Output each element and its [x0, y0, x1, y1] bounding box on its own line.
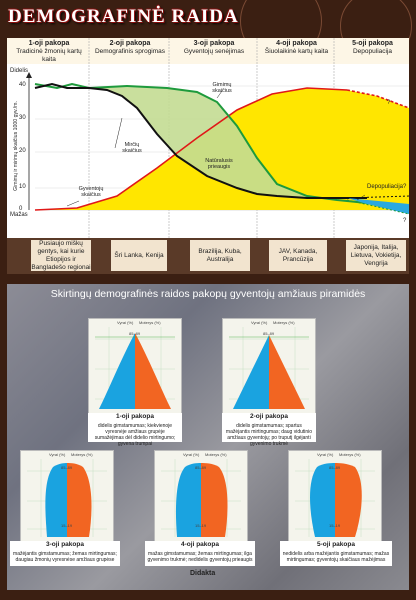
population-line-dashed — [346, 89, 409, 109]
stage-1-header: 1-oji pakopa Tradicinė žmonių kartų kaita — [16, 40, 82, 63]
pyramid-women — [201, 463, 228, 537]
level-low-label: Mažas — [10, 212, 28, 218]
pyramid-5-title: 5-oji pakopa — [280, 541, 392, 550]
pyramid-5-description: nedidelis arba mažėjantis gimstamumas; m… — [280, 550, 392, 566]
women-axis-label: Moterys (%) — [273, 320, 295, 325]
age-label: 15–19 — [195, 523, 207, 528]
pyramid-men — [99, 333, 135, 409]
pyramid-card-4: Vyrai (%) Moterys (%) 85–89 15–19 — [154, 450, 248, 542]
pyramid-men — [45, 463, 67, 537]
natural-growth-area — [89, 86, 337, 200]
pyramid-1-title: 1-oji pakopa — [88, 413, 182, 422]
stage-5-header: 5-oji pakopa Depopuliacija — [352, 40, 393, 55]
region-stage-4: JAV, Kanada, Prancūzija — [269, 240, 327, 271]
y-tick-label: 30 — [19, 115, 26, 121]
y-tick-label: 0 — [19, 206, 23, 212]
pyramid-3-title: 3-oji pakopa — [10, 541, 120, 550]
age-label: 85–89 — [61, 465, 73, 470]
population-label: Gyventojų skaičius — [78, 186, 104, 198]
stage-4-header: 4-oji pakopa Šiuolaikinė kartų kaita — [264, 40, 329, 55]
pyramid-3-description: mažėjantis gimstamumas; žemas mirtinguma… — [10, 550, 120, 566]
pyramid-4-description: mažas gimstamumas; žemas mirtingumas; il… — [145, 550, 255, 566]
men-axis-label: Vyrai (%) — [251, 320, 268, 325]
example-regions-row: Pusiaujo miškų gentys, kai kurie Etiopij… — [7, 238, 409, 274]
pyramid-4-title: 4-oji pakopa — [145, 541, 255, 550]
y-tick-label: 20 — [19, 148, 26, 154]
women-axis-label: Moterys (%) — [205, 452, 227, 457]
y-tick-label: 10 — [19, 184, 26, 190]
pyramid-women — [135, 333, 171, 409]
birth-rate-label: Gimimų skaičius — [212, 82, 232, 94]
population-line — [34, 87, 348, 211]
women-axis-label: Moterys (%) — [339, 452, 361, 457]
pyramid-women — [67, 463, 92, 537]
depopulation-label: Depopuliacija? — [367, 184, 407, 190]
men-axis-label: Vyrai (%) — [317, 452, 334, 457]
death-rate-line — [34, 82, 367, 199]
women-axis-label: Moterys (%) — [71, 452, 93, 457]
demographic-transition-graph: 1-oji pakopa Tradicinė žmonių kartų kaita… — [7, 38, 409, 238]
publisher-name: Didakta — [190, 570, 216, 577]
pyramid-card-5: Vyrai (%) Moterys (%) 85–89 15–19 — [288, 450, 382, 542]
publisher-logo: Didakta — [190, 570, 215, 577]
women-axis-label: Moterys (%) — [139, 320, 161, 325]
pyramid-card-3: Vyrai (%) Moterys (%) 85–89 15–19 — [20, 450, 114, 542]
pyramids-title: Skirtingų demografinės raidos pakopų gyv… — [50, 288, 366, 300]
pyramid-women — [269, 335, 305, 409]
question-mark: ? — [387, 100, 391, 106]
natural-growth-label: Natūralusis prieaugis — [205, 158, 233, 170]
pyramid-men — [310, 463, 335, 537]
stage-3-header: 3-oji pakopa Gyventojų senėjimas — [183, 40, 245, 55]
region-stage-2: Šri Lanka, Kenija — [111, 240, 167, 271]
region-stage-1: Pusiaujo miškų gentys, kai kurie Etiopij… — [31, 239, 91, 271]
men-axis-label: Vyrai (%) — [117, 320, 134, 325]
men-axis-label: Vyrai (%) — [183, 452, 200, 457]
region-stage-5: Japonija, Italija, Lietuva, Vokietija, V… — [346, 240, 406, 271]
depopulation-area — [347, 198, 409, 214]
y-tick-label: 40 — [19, 82, 26, 88]
pyramid-women — [335, 463, 362, 537]
pyramid-men — [233, 335, 269, 409]
pyramid-card-1: Vyrai (%) Moterys (%) 85–89 — [88, 318, 182, 414]
age-label: 15–19 — [329, 523, 341, 528]
level-high-label: Didelis — [10, 68, 29, 74]
pyramid-2-title: 2-oji pakopa — [222, 413, 316, 422]
pyramid-men — [175, 463, 201, 537]
men-axis-label: Vyrai (%) — [49, 452, 66, 457]
question-mark: ? — [403, 218, 407, 224]
age-label: 85–89 — [329, 465, 341, 470]
region-stage-3: Brazilija, Kuba, Australija — [190, 240, 250, 271]
stage-2-header: 2-oji pakopa Demografinis sprogimas — [94, 40, 166, 55]
age-label: 85–89 — [195, 465, 207, 470]
age-label: 85–89 — [129, 331, 141, 336]
pyramid-2-description: didelis gimstamumas; spartus mažėjantis … — [222, 422, 316, 447]
birth-rate-line — [34, 82, 368, 204]
age-label: 85–89 — [263, 331, 275, 336]
page-title: DEMOGRAFINĖ RAIDA — [8, 6, 239, 27]
pyramid-card-2: Vyrai (%) Moterys (%) 85–89 — [222, 318, 316, 414]
death-rate-label: Mirčių skaičius — [122, 142, 142, 154]
pyramid-1-description: didelis gimstamumas; kiekvienoje vyresnė… — [88, 422, 182, 447]
age-label: 15–19 — [61, 523, 73, 528]
